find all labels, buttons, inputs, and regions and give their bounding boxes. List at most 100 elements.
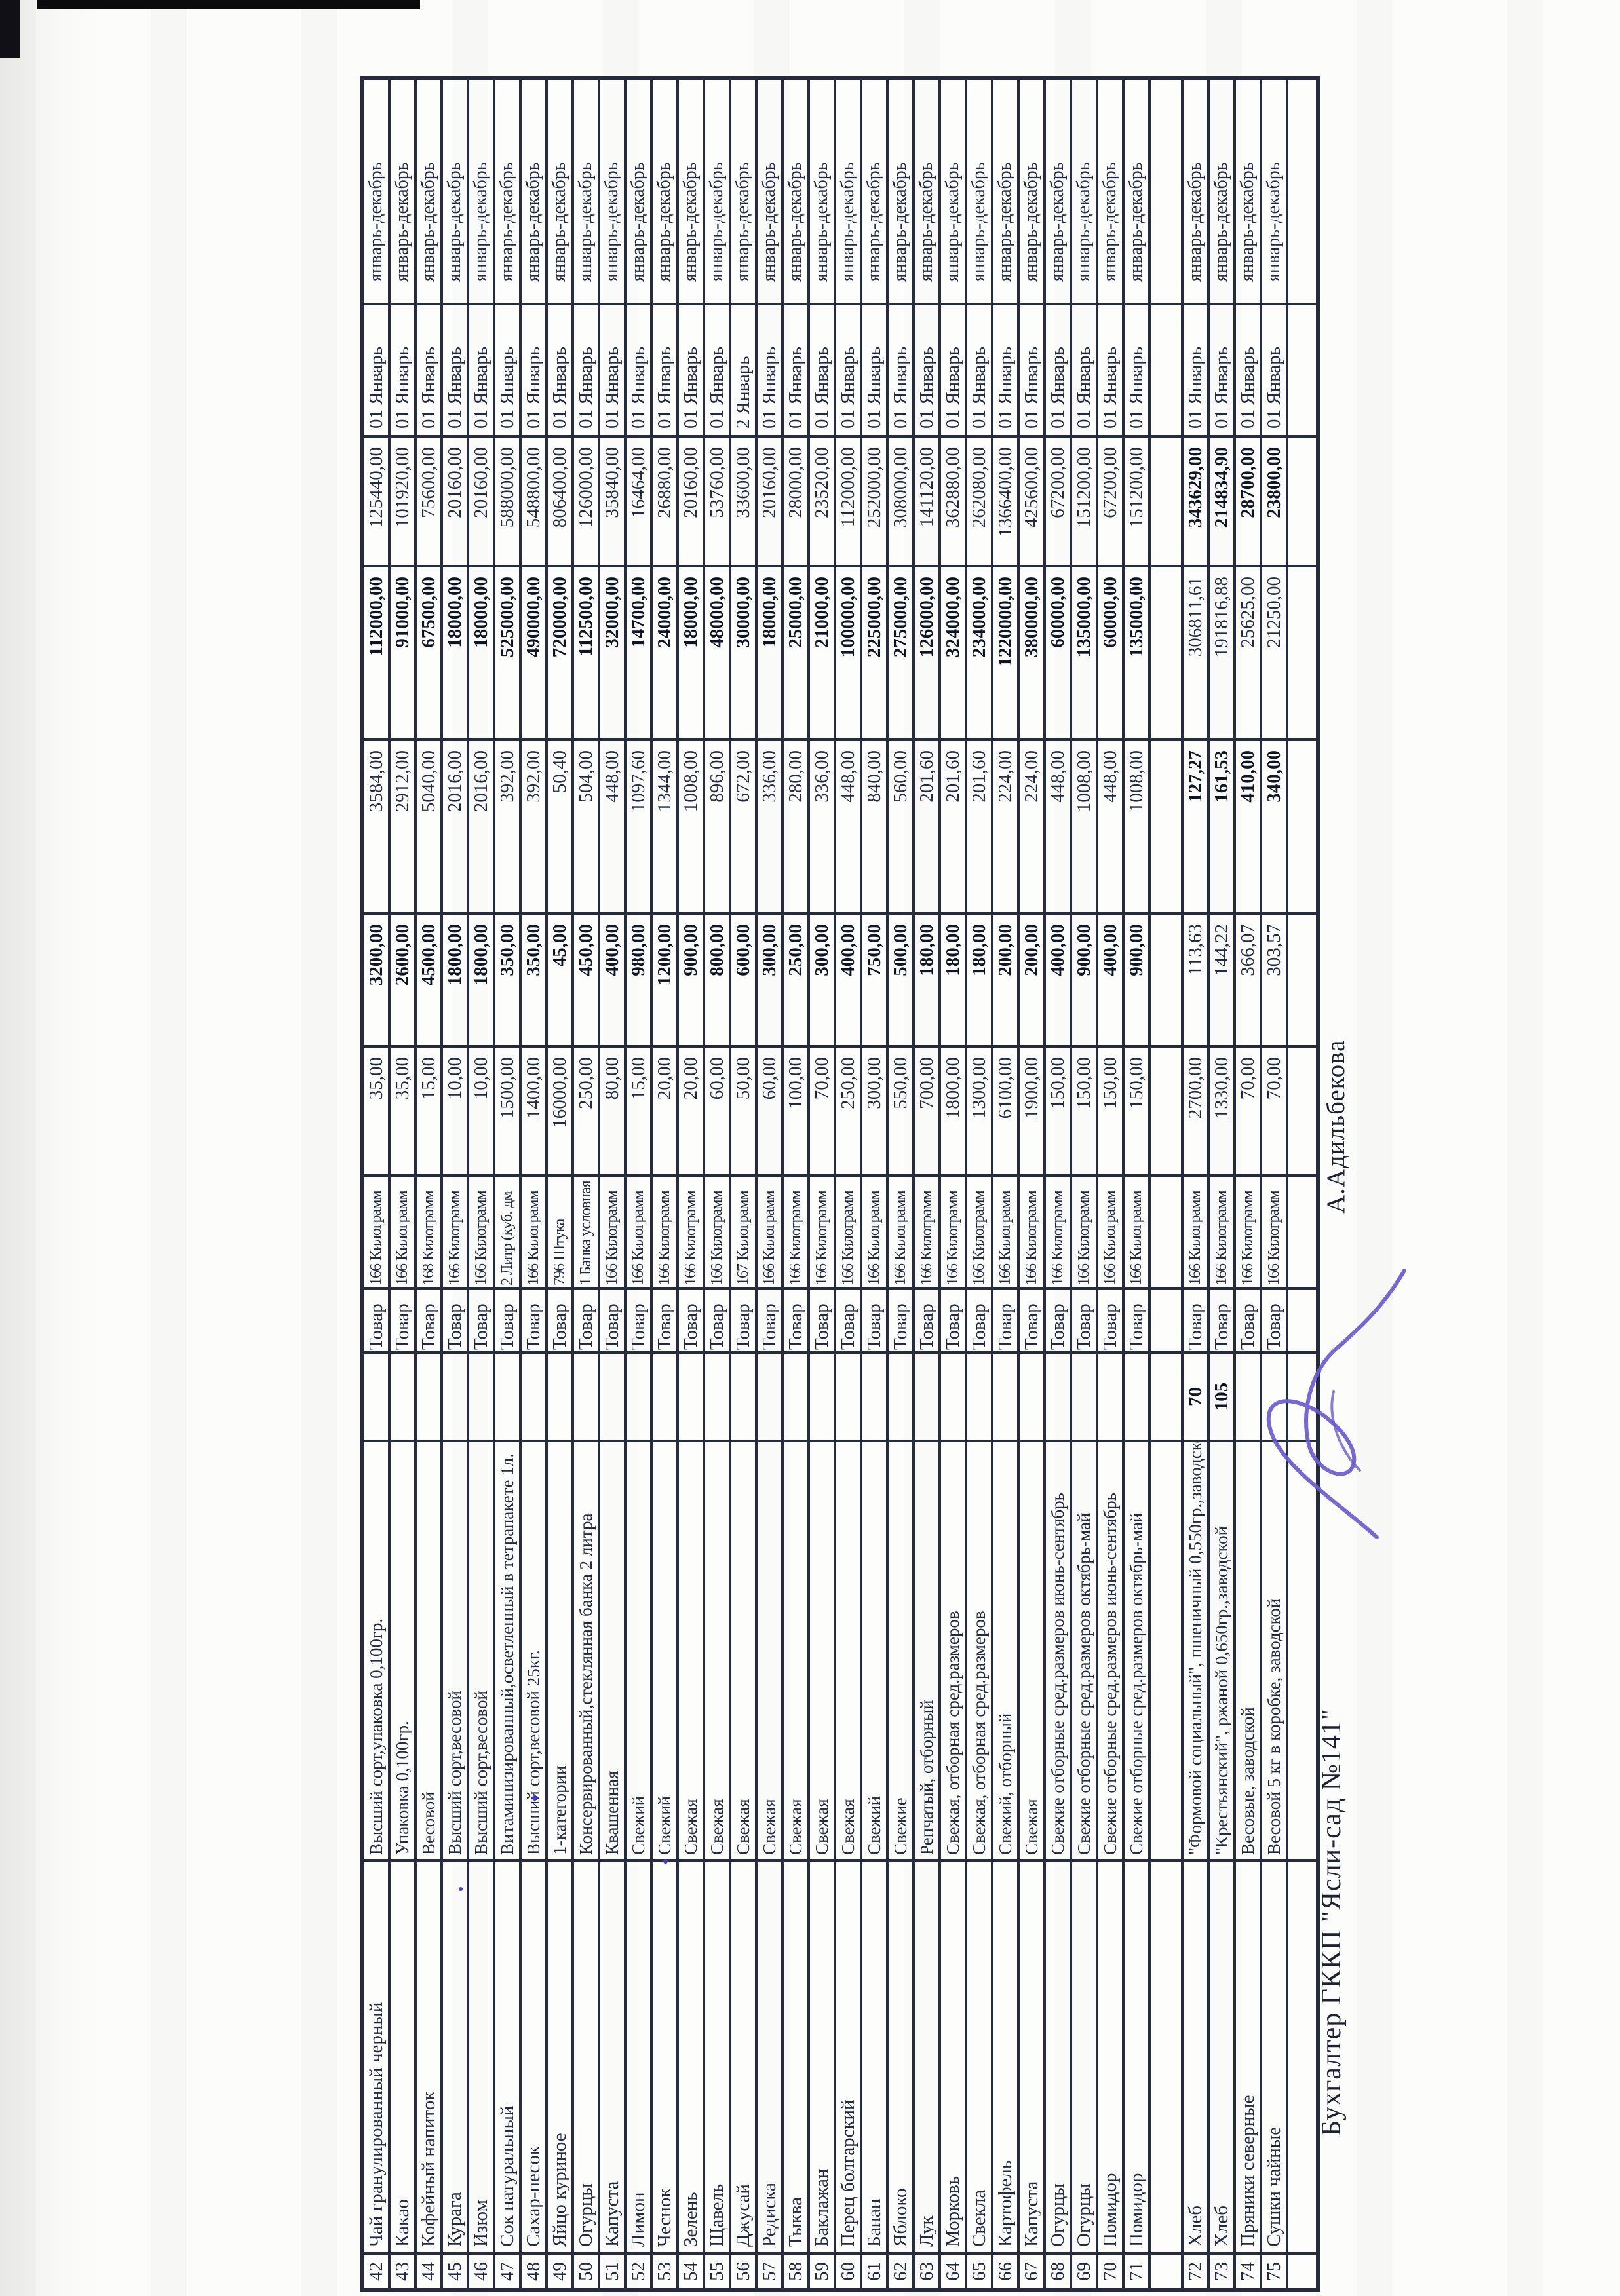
table-row: 69 Огурцы Свежие отборные сред.размеров ок… bbox=[1072, 80, 1098, 2288]
cell-quantity: 400,00 bbox=[836, 912, 860, 1045]
cell-extra-qty: 105 bbox=[1210, 1351, 1233, 1440]
table-row: 72 Хлеб "Формовой социальный", пшеничный 0… bbox=[1184, 80, 1210, 2288]
cell-price: 550,00 bbox=[889, 1045, 912, 1174]
cell-item-type: Товар bbox=[1046, 1287, 1070, 1351]
cell-date: 01 Январь bbox=[705, 303, 729, 435]
cell-price: 700,00 bbox=[915, 1045, 938, 1174]
cell-amount: 135000,00 bbox=[1072, 565, 1096, 738]
cell-date: 01 Январь bbox=[810, 303, 834, 435]
cell-quantity: 113,63 bbox=[1184, 912, 1207, 1045]
cell-price: 20,00 bbox=[679, 1045, 703, 1174]
cell-amount: 91000,00 bbox=[391, 565, 414, 738]
cell-quantity: 600,00 bbox=[731, 912, 755, 1045]
cell-date: 01 Январь bbox=[391, 303, 414, 435]
cell-product-name: Кофейный напиток bbox=[417, 1859, 440, 2252]
cell-quantity: 350,00 bbox=[522, 912, 545, 1045]
cell-description: Свежие отборные сред.размеров июнь-сентя… bbox=[1046, 1440, 1070, 1859]
cell-item-type: Товар bbox=[758, 1287, 781, 1351]
cell-item-type: Товар bbox=[469, 1287, 493, 1351]
cell-description bbox=[1151, 1440, 1181, 1859]
cell-price: 150,00 bbox=[1098, 1045, 1122, 1174]
cell-period: январь-декабрь bbox=[680, 162, 701, 282]
cell-quantity: 350,00 bbox=[495, 912, 519, 1045]
cell-description: "Крестьянский", ржаной 0,650гр.,заводско… bbox=[1210, 1440, 1233, 1859]
cell-quantity-vat: 2016,00 bbox=[469, 738, 493, 912]
table-row: 73 Хлеб "Крестьянский", ржаной 0,650гр.,за… bbox=[1210, 80, 1236, 2288]
cell-product-name: Тыква bbox=[784, 1859, 807, 2252]
cell-unit: 166 Килограмм bbox=[967, 1174, 991, 1287]
cell-description: Свежая bbox=[758, 1440, 781, 1859]
cell-number: 50 bbox=[574, 2252, 598, 2288]
cell-period: январь-декабрь bbox=[969, 162, 989, 282]
cell-price: 1330,00 bbox=[1210, 1045, 1233, 1174]
cell-period: январь-декабрь bbox=[942, 162, 963, 282]
cell-item-type: Товар bbox=[391, 1287, 414, 1351]
cell-date: 01 Январь bbox=[443, 303, 467, 435]
cell-period: январь-декабрь bbox=[602, 162, 622, 282]
cell-period: январь-декабрь bbox=[366, 162, 386, 282]
table-row: 55 Щавель Свежая Товар 166 Килограмм 60,00 800… bbox=[705, 80, 731, 2288]
cell-product-name: Капуста bbox=[1020, 1859, 1043, 2252]
cell-quantity-vat: 5040,00 bbox=[417, 738, 440, 912]
cell-quantity: 300,00 bbox=[810, 912, 834, 1045]
cell-quantity: 3200,00 bbox=[364, 912, 388, 1045]
cell-product-name: Чеснок bbox=[653, 1859, 676, 2252]
cell-product-name bbox=[1151, 1859, 1181, 2252]
cell-amount-vat: 151200,00 bbox=[1072, 435, 1096, 565]
cell-item-type: Товар bbox=[810, 1287, 834, 1351]
cell-extra-qty bbox=[600, 1351, 624, 1440]
table-row: 44 Кофейный напиток Весовой Товар 168 Килогр… bbox=[417, 80, 443, 2288]
cell-description: Свежий bbox=[862, 1440, 886, 1859]
cell-number: 62 bbox=[889, 2252, 912, 2288]
cell-amount: 490000,00 bbox=[522, 565, 545, 738]
cell-unit: 166 Килограмм bbox=[889, 1174, 912, 1287]
cell-date: 01 Январь bbox=[889, 303, 912, 435]
cell-period: январь-декабрь bbox=[1185, 162, 1205, 282]
cell-extra-qty bbox=[1125, 1351, 1148, 1440]
cell-description: Упаковка 0,100гр. bbox=[391, 1440, 414, 1859]
cell-price: 16000,00 bbox=[548, 1045, 571, 1174]
cell-amount: 525000,00 bbox=[495, 565, 519, 738]
cell-price: 60,00 bbox=[758, 1045, 781, 1174]
cell-description: Свежая bbox=[705, 1440, 729, 1859]
cell-number: 56 bbox=[731, 2252, 755, 2288]
cell-item-type: Товар bbox=[889, 1287, 912, 1351]
cell-product-name: Какао bbox=[391, 1859, 414, 2252]
cell-quantity-vat: 448,00 bbox=[836, 738, 860, 912]
cell-quantity-vat bbox=[1151, 738, 1181, 912]
cell-extra-qty bbox=[731, 1351, 755, 1440]
cell-amount: 275000,00 bbox=[889, 565, 912, 738]
cell-amount-vat bbox=[1151, 435, 1181, 565]
table-row: 45 Курага Высший сорт,весовой Товар 166 Кило… bbox=[443, 80, 469, 2288]
cell-extra-qty bbox=[495, 1351, 519, 1440]
cell-price: 1400,00 bbox=[522, 1045, 545, 1174]
cell-price: 10,00 bbox=[469, 1045, 493, 1174]
cell-description: Высший сорт,весовой bbox=[469, 1440, 493, 1859]
cell-date: 01 Январь bbox=[364, 303, 388, 435]
cell-quantity: 250,00 bbox=[784, 912, 807, 1045]
cell-date: 01 Январь bbox=[941, 303, 965, 435]
cell-extra-qty bbox=[1151, 1351, 1181, 1440]
table-row: 56 Джусай Свежая Товар 167 Килограмм 50,00 600… bbox=[731, 80, 758, 2288]
cell-amount: 191816,88 bbox=[1210, 565, 1233, 738]
cell-price: 20,00 bbox=[653, 1045, 676, 1174]
cell-unit: 166 Килограмм bbox=[522, 1174, 545, 1287]
table-row: 65 Свекла Свежая, отборная сред.размеров То… bbox=[967, 80, 993, 2288]
table-row: 64 Морковь Свежая, отборная сред.размеров Т… bbox=[941, 80, 967, 2288]
cell-unit: 166 Килограмм bbox=[1098, 1174, 1122, 1287]
cell-amount-vat: 67200,00 bbox=[1046, 435, 1070, 565]
ink-dot bbox=[532, 1795, 537, 1801]
cell-product-name bbox=[1288, 1859, 1316, 2252]
cell-quantity-vat: 1008,00 bbox=[1072, 738, 1096, 912]
cell-amount-vat: 588000,00 bbox=[495, 435, 519, 565]
cell-amount: 306811,61 bbox=[1184, 565, 1207, 738]
cell-number: 52 bbox=[627, 2252, 650, 2288]
cell-item-type: Товар bbox=[1184, 1287, 1207, 1351]
cell-period: январь-декабрь bbox=[1021, 162, 1041, 282]
cell-quantity-vat: 504,00 bbox=[574, 738, 598, 912]
cell-quantity-vat: 1008,00 bbox=[679, 738, 703, 912]
cell-date bbox=[1288, 303, 1316, 435]
cell-amount: 112500,00 bbox=[574, 565, 598, 738]
cell-unit: 166 Килограмм bbox=[627, 1174, 650, 1287]
